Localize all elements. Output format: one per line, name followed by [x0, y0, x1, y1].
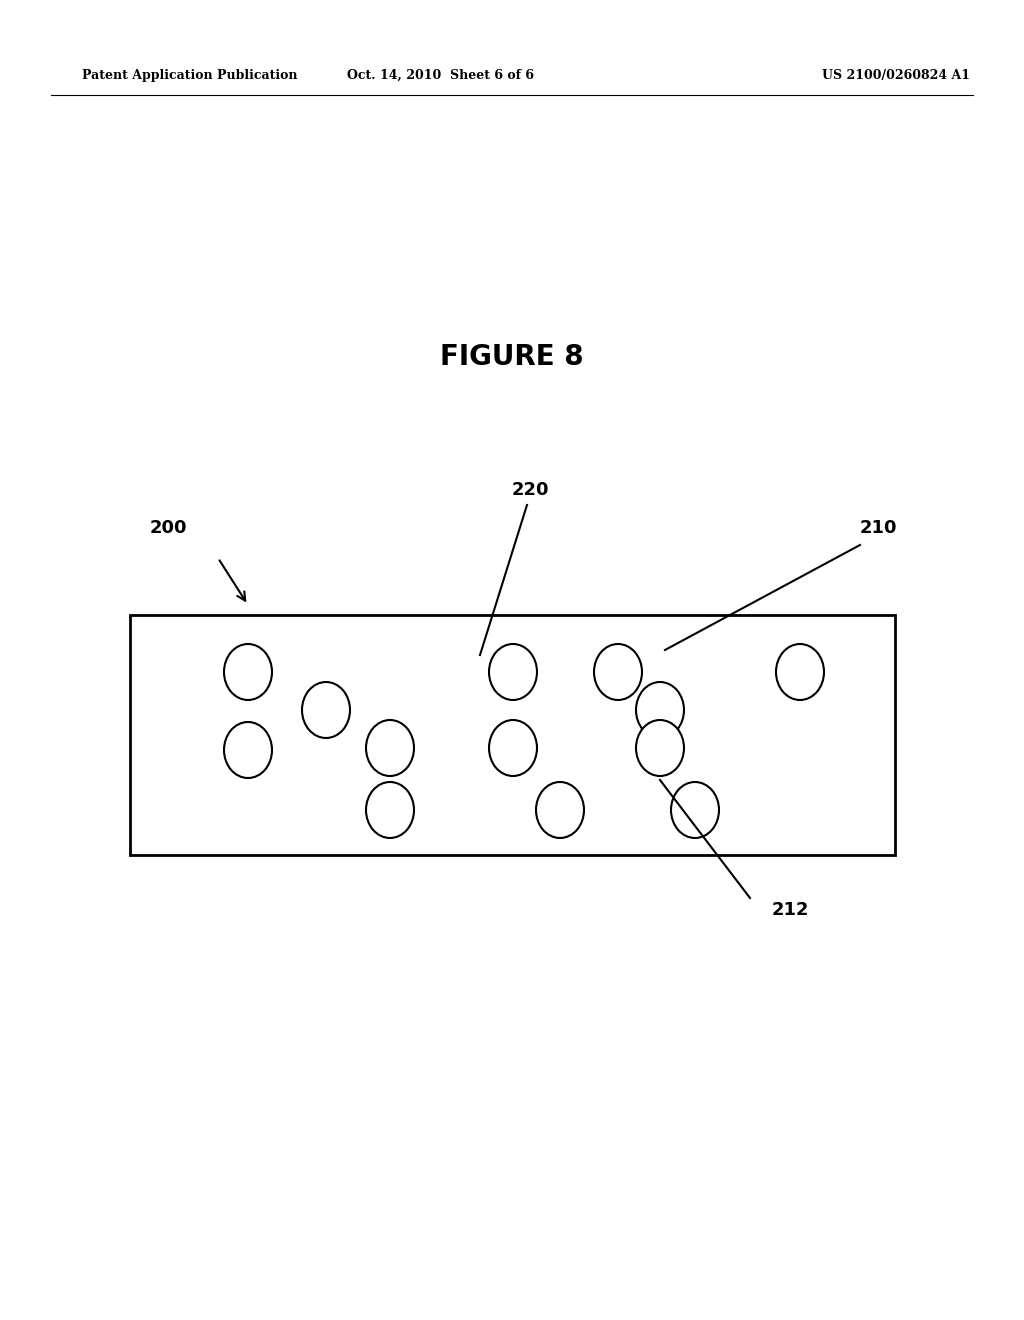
- Ellipse shape: [671, 781, 719, 838]
- Text: Patent Application Publication: Patent Application Publication: [82, 69, 297, 82]
- Ellipse shape: [636, 682, 684, 738]
- Text: 212: 212: [771, 902, 809, 919]
- Bar: [130, 615, 895, 855]
- Ellipse shape: [594, 644, 642, 700]
- Text: 220: 220: [511, 480, 549, 499]
- Text: Oct. 14, 2010  Sheet 6 of 6: Oct. 14, 2010 Sheet 6 of 6: [347, 69, 534, 82]
- Ellipse shape: [776, 644, 824, 700]
- Ellipse shape: [536, 781, 584, 838]
- Ellipse shape: [366, 719, 414, 776]
- Ellipse shape: [224, 722, 272, 777]
- Ellipse shape: [224, 644, 272, 700]
- Text: 210: 210: [859, 519, 897, 537]
- Ellipse shape: [636, 719, 684, 776]
- Ellipse shape: [489, 644, 537, 700]
- Ellipse shape: [302, 682, 350, 738]
- Text: FIGURE 8: FIGURE 8: [440, 343, 584, 371]
- Text: 200: 200: [150, 519, 186, 537]
- Text: US 2100/0260824 A1: US 2100/0260824 A1: [822, 69, 970, 82]
- Ellipse shape: [366, 781, 414, 838]
- Ellipse shape: [489, 719, 537, 776]
